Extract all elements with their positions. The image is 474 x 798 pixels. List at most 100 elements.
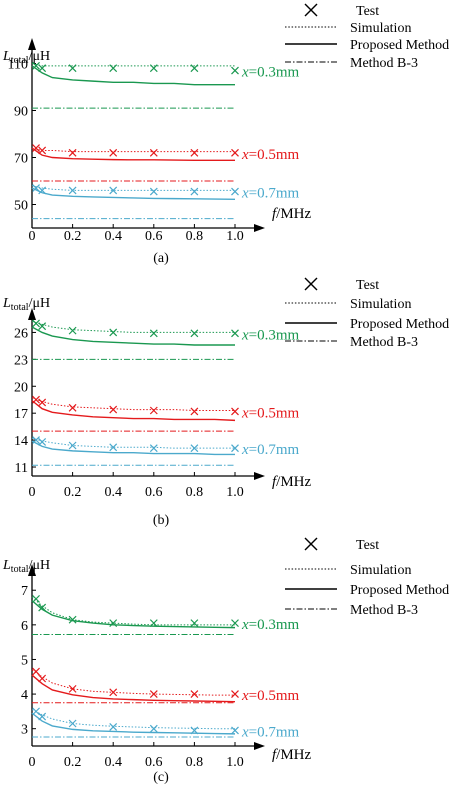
test-marker xyxy=(231,66,239,75)
test-marker xyxy=(109,443,118,452)
y-axis-label: Ltotal/μH xyxy=(2,558,50,575)
test-marker-stroke-b xyxy=(231,329,239,338)
test-marker-stroke-b xyxy=(149,64,158,73)
series-label: x=0.5mm xyxy=(241,147,300,163)
test-marker xyxy=(231,726,239,735)
test-marker-stroke-b xyxy=(32,667,40,676)
test-marker-stroke-b xyxy=(190,444,199,453)
legend-test-label: Test xyxy=(356,538,379,553)
test-marker-stroke-b xyxy=(231,148,239,157)
test-marker xyxy=(190,329,199,338)
test-marker xyxy=(109,723,118,731)
legend-b3-label: Method B-3 xyxy=(350,603,418,618)
proposed-method-line xyxy=(31,65,235,86)
panel-caption: (a) xyxy=(153,251,169,266)
test-marker-stroke-b xyxy=(68,615,77,624)
test-marker-stroke-b xyxy=(38,712,47,721)
proposed-method-line xyxy=(31,187,236,201)
test-marker-stroke-b xyxy=(231,407,239,416)
test-marker-stroke-b xyxy=(149,406,158,415)
test-marker xyxy=(68,719,77,728)
test-marker-stroke-b xyxy=(32,594,40,603)
test-marker-stroke-b xyxy=(109,443,118,452)
legend: Test Simulation Proposed Method Method B-3 xyxy=(285,537,449,618)
test-marker-stroke-b xyxy=(38,186,47,195)
test-marker-stroke-b xyxy=(109,64,118,73)
test-marker xyxy=(68,684,77,693)
test-marker xyxy=(109,619,118,628)
legend-test-marker-stroke-b xyxy=(304,537,318,551)
test-marker xyxy=(231,329,239,338)
test-marker xyxy=(109,64,118,73)
y-tick-label: 110 xyxy=(8,58,28,73)
test-marker-stroke-b xyxy=(32,61,40,70)
test-marker-stroke-b xyxy=(32,319,40,328)
test-marker-stroke-b xyxy=(38,603,47,612)
proposed-method-line xyxy=(31,440,235,456)
x-axis-arrow xyxy=(254,742,265,750)
x-tick-label: 1.0 xyxy=(226,229,244,244)
simulation-line xyxy=(31,596,235,626)
test-marker-stroke-b xyxy=(190,407,199,416)
test-marker-stroke-b xyxy=(68,441,77,450)
test-marker-stroke-b xyxy=(68,684,77,693)
proposed-method-line xyxy=(31,600,236,629)
test-marker-stroke-b xyxy=(149,690,158,699)
y-axis-label: Ltotal/μH xyxy=(2,296,50,313)
test-marker-stroke-b xyxy=(109,723,118,731)
test-marker-stroke-b xyxy=(38,398,47,407)
panel-caption: (c) xyxy=(153,770,169,785)
series-x=0.7mm: x=0.7mm xyxy=(31,436,300,466)
test-marker xyxy=(149,690,158,699)
test-marker-stroke-b xyxy=(149,444,158,453)
y-tick-label: 23 xyxy=(14,353,28,368)
series-x=0.5mm: x=0.5mm xyxy=(31,667,300,704)
series-label: x=0.7mm xyxy=(241,442,300,458)
test-marker xyxy=(38,674,47,683)
simulation-line xyxy=(31,147,235,153)
legend-test-marker xyxy=(304,277,318,291)
x-tick-label: 0.8 xyxy=(186,755,204,770)
y-tick-label: 7 xyxy=(21,584,28,599)
test-marker-stroke-b xyxy=(38,146,47,155)
series-label: x=0.3mm xyxy=(241,327,300,343)
test-marker xyxy=(109,186,118,195)
test-marker xyxy=(38,322,47,331)
x-tick-label: 0.4 xyxy=(104,485,122,500)
series-x=0.5mm: x=0.5mm xyxy=(31,395,300,432)
proposed-method-line xyxy=(31,326,235,346)
test-marker xyxy=(68,64,77,73)
legend-proposed-label: Proposed Method xyxy=(350,38,449,53)
simulation-line xyxy=(31,669,235,696)
panel-caption: (b) xyxy=(153,513,170,528)
test-marker xyxy=(149,329,158,338)
y-tick-label: 20 xyxy=(14,380,28,395)
test-marker xyxy=(38,146,47,155)
test-marker xyxy=(32,61,40,70)
test-marker xyxy=(190,619,199,628)
test-marker-stroke-b xyxy=(109,148,118,157)
x-tick-label: 0.2 xyxy=(64,229,82,244)
test-marker-stroke-b xyxy=(109,328,118,337)
chart-panel-2: Ltotal/μH f/MHz 0 0.2 0.4 0.6 0.8 1.0 11 14 17 20 23… xyxy=(2,277,449,528)
x-tick-label: 0.6 xyxy=(145,485,163,500)
y-tick-label: 3 xyxy=(21,723,28,738)
test-marker-stroke-b xyxy=(68,186,77,195)
test-marker xyxy=(190,726,199,735)
test-marker xyxy=(68,403,77,412)
series-x=0.5mm: x=0.5mm xyxy=(31,144,300,182)
test-marker-stroke-b xyxy=(149,724,158,733)
test-marker-stroke-b xyxy=(38,674,47,683)
test-marker xyxy=(68,615,77,624)
test-marker xyxy=(109,688,118,697)
test-marker-stroke-b xyxy=(231,619,239,628)
test-marker xyxy=(190,444,199,453)
legend-simulation-label: Simulation xyxy=(350,21,411,36)
test-marker xyxy=(231,148,239,157)
test-marker xyxy=(231,619,239,628)
test-marker-stroke-b xyxy=(68,326,77,335)
y-tick-label: 11 xyxy=(15,461,28,476)
legend-test-marker xyxy=(304,3,318,17)
series-x=0.3mm: x=0.3mm xyxy=(31,319,300,360)
